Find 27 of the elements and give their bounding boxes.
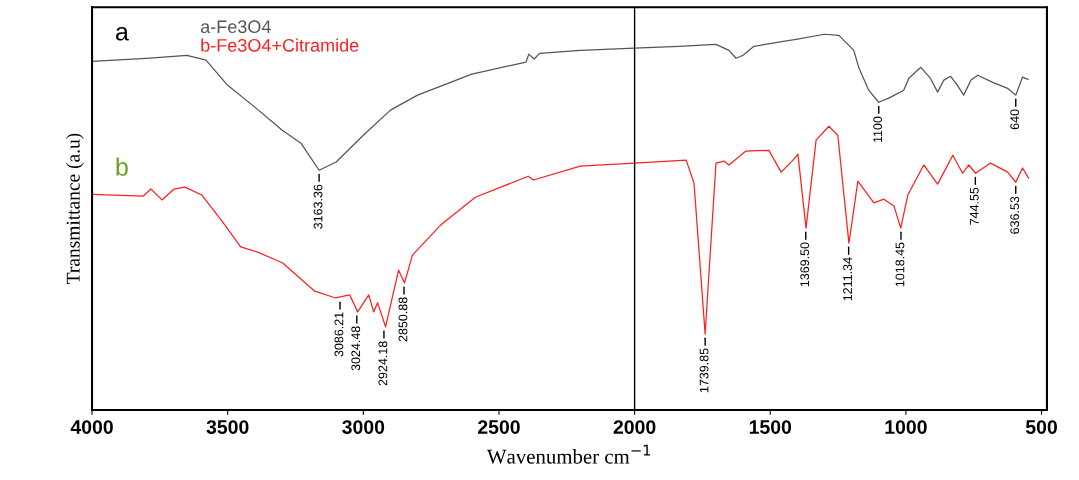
x-axis-title: Wavenumber cm$^{−1}$ [486,444,651,464]
x-tick-label: 500 [1025,420,1057,434]
annotation: a [115,26,129,41]
text: b-Fe3O4+Citramide [201,38,359,52]
x-tick-label: 1000 [885,420,927,434]
annotation: 1739.85 [699,348,709,393]
x-tick-label: 2500 [478,420,520,434]
annotation: 640 [1010,109,1020,130]
annotation: 3163.36 [313,184,323,229]
annotation: 1100 [873,116,883,143]
x-tick-label: 4000 [70,420,113,434]
series-label: a-Fe3O4 [200,20,271,34]
x-tick-label: 2000 [613,420,656,434]
annotation: 1211.34 [843,257,852,301]
annotation: b [116,157,128,176]
annotation: 3086.21 [334,312,344,357]
x-tick-label: 3500 [206,420,249,434]
annotation: 3024.48 [351,326,361,371]
annotation: 744.55 [969,187,979,225]
annotation: 2850.88 [398,297,408,342]
annotation: 636.53 [1010,196,1020,234]
y-axis-title: Transmittance (a.u) [66,133,84,284]
x-tick-label: 3000 [342,420,385,434]
annotation: 1369.50 [800,242,810,287]
annotation: 2924.18 [378,341,388,386]
x-tick-label: 1500 [749,420,792,434]
annotation: 1018.45 [895,242,905,287]
